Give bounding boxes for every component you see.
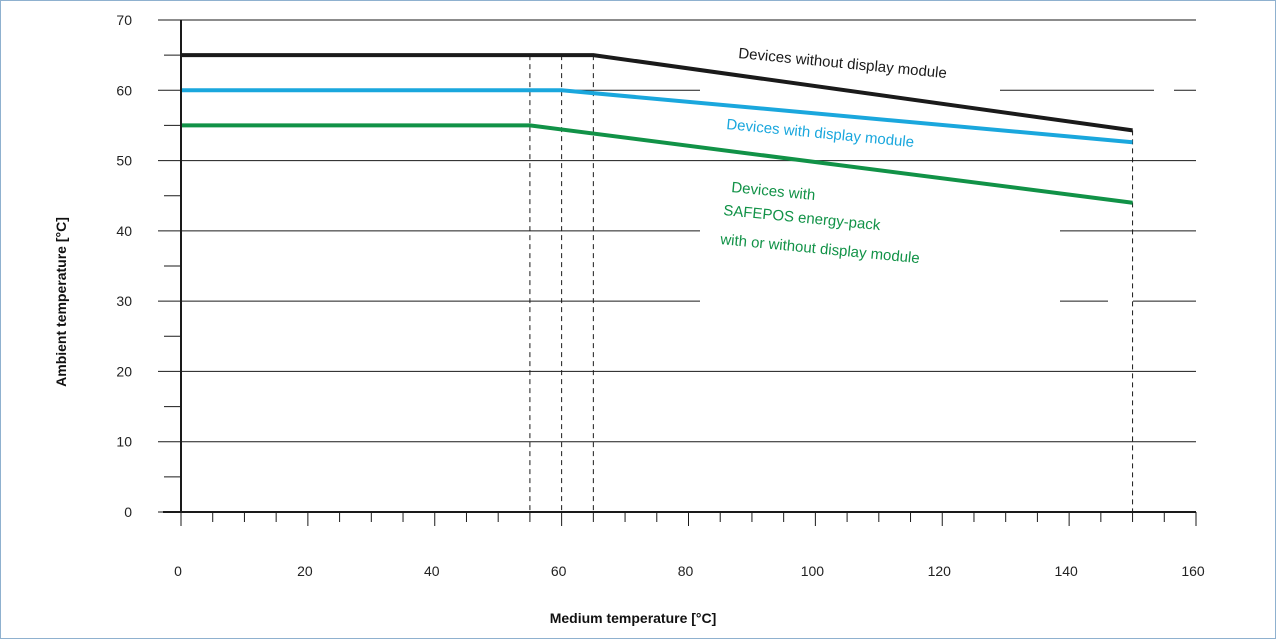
y-tick-label-70: 70 xyxy=(116,12,132,28)
series-layer xyxy=(181,53,1133,205)
x-tick-label-40: 40 xyxy=(424,563,440,579)
x-tick-label-0: 0 xyxy=(174,563,182,579)
y-axis-title: Ambient temperature [°C] xyxy=(53,217,69,387)
y-tick-label-30: 30 xyxy=(116,293,132,309)
y-tick-label-20: 20 xyxy=(116,363,132,379)
y-tick-label-40: 40 xyxy=(116,223,132,239)
series-line-1 xyxy=(181,53,1133,133)
x-tick-label-140: 140 xyxy=(1054,563,1078,579)
y-tick-label-60: 60 xyxy=(116,82,132,98)
axes-layer: 0 10 20 30 40 50 60 70 0 20 40 60 80 100 120 140 160 xyxy=(116,12,1204,579)
x-tick-label-20: 20 xyxy=(297,563,313,579)
x-tick-label-60: 60 xyxy=(551,563,567,579)
x-tick-label-160: 160 xyxy=(1181,563,1205,579)
label-mask-3 xyxy=(1108,292,1133,310)
label-mask-4 xyxy=(1154,86,1174,101)
x-tick-label-80: 80 xyxy=(678,563,694,579)
x-axis-title: Medium temperature [°C] xyxy=(550,610,717,626)
y-tick-label-10: 10 xyxy=(116,434,132,450)
series-line-2 xyxy=(181,88,1133,145)
reference-lines xyxy=(529,55,1134,512)
label-mask-0 xyxy=(700,38,1000,98)
series-line-3 xyxy=(181,123,1133,205)
grid-layer xyxy=(181,19,1196,443)
x-tick-label-100: 100 xyxy=(801,563,825,579)
y-tick-label-0: 0 xyxy=(124,504,132,520)
y-tick-label-50: 50 xyxy=(116,153,132,169)
x-tick-label-120: 120 xyxy=(928,563,952,579)
label-mask-2 xyxy=(700,170,1060,305)
